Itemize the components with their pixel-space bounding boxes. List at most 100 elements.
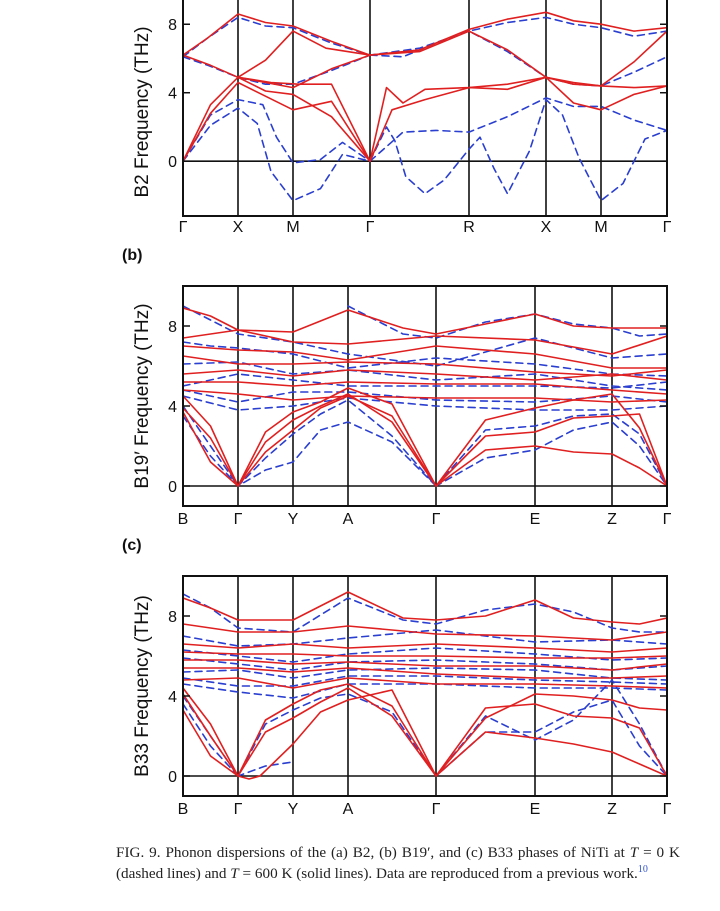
chart-panel-1: 0 4 8 Γ X M Γ R X M Γ B2 Frequency (THz) (132, 0, 672, 236)
x-tick-label: Γ (663, 219, 672, 236)
dispersion-branch (183, 389, 667, 403)
x-tick-label: Γ (663, 801, 672, 818)
dispersion-branch (183, 373, 667, 389)
y-tick-label: 8 (168, 609, 177, 626)
figure-caption: FIG. 9. Phonon dispersions of the (a) B2… (116, 844, 680, 882)
dispersion-branch (183, 677, 667, 689)
dispersion-branch (183, 393, 667, 487)
dispersion-branch (183, 11, 667, 56)
dispersion-branch (347, 305, 667, 339)
dispersion-branch (183, 667, 667, 681)
series-solid-600K (183, 307, 667, 487)
dispersion-branch (183, 659, 667, 671)
y-tick-label: 8 (168, 319, 177, 336)
dispersion-branch (183, 683, 667, 777)
dispersion-branch (369, 76, 667, 162)
series-solid-600K (183, 11, 667, 162)
x-tick-label: Z (607, 511, 617, 528)
dispersion-branch (183, 81, 371, 162)
dispersion-branch (183, 415, 437, 487)
dispersion-branch (183, 675, 667, 687)
dispersion-branch (183, 341, 667, 377)
x-tick-label: Γ (663, 511, 672, 528)
dispersion-branch (183, 16, 667, 58)
y-tick-label: 0 (168, 769, 177, 786)
y-tick-label: 4 (168, 86, 177, 103)
dispersion-branch (183, 689, 437, 780)
dispersion-branch (183, 395, 667, 411)
x-tick-label: Y (288, 801, 299, 818)
dispersion-branch (183, 687, 667, 777)
dispersion-branch (369, 76, 667, 162)
x-tick-label: Γ (234, 801, 243, 818)
dispersion-branch (237, 76, 371, 162)
x-tick-label: Y (288, 511, 299, 528)
dispersion-branch (183, 369, 667, 381)
x-tick-label: Γ (432, 801, 441, 818)
x-tick-label: Γ (179, 219, 188, 236)
chart-panel-3: 0 4 8 B Γ Y A Γ E Z Γ B33 Frequency (THz) (c) (122, 537, 672, 818)
x-tick-label: Γ (432, 511, 441, 528)
x-tick-label: Z (607, 801, 617, 818)
dispersion-branch (183, 693, 667, 777)
dispersion-branch (183, 629, 667, 647)
dispersion-branch (183, 305, 667, 367)
dispersion-branch (183, 98, 371, 164)
y-tick-label: 4 (168, 689, 177, 706)
reference-link[interactable]: 10 (637, 863, 648, 875)
dispersion-branch (183, 329, 667, 355)
dispersion-branch (183, 389, 667, 403)
x-tick-label: A (343, 511, 354, 528)
dispersion-branch (435, 731, 667, 777)
dispersion-branch (183, 107, 371, 202)
y-axis-label: B2 Frequency (THz) (132, 26, 153, 197)
dispersion-branch (183, 647, 667, 663)
x-tick-label: E (530, 511, 541, 528)
dispersion-branch (183, 591, 667, 625)
dispersion-branch (183, 345, 667, 369)
panel-label: (b) (122, 247, 142, 264)
plot-frame (182, 285, 668, 507)
series-solid-600K (183, 591, 667, 780)
series-dashed-0K (183, 16, 667, 202)
dispersion-branch (183, 643, 667, 653)
y-axis-label: B19′ Frequency (THz) (132, 303, 153, 488)
y-axis-label: B33 Frequency (THz) (132, 595, 153, 777)
y-tick-label: 0 (168, 479, 177, 496)
x-tick-label: B (178, 511, 189, 528)
dispersion-branch (183, 667, 667, 679)
panel-label: (c) (122, 537, 142, 554)
dispersion-branch (183, 657, 667, 671)
dispersion-branch (183, 30, 667, 89)
x-tick-label: B (178, 801, 189, 818)
x-tick-label: R (463, 219, 475, 236)
dispersion-branch (435, 679, 667, 777)
dispersion-branch (183, 387, 437, 487)
phonon-dispersion-figure: 0 4 8 Γ X M Γ R X M Γ B2 Frequency (THz) 0 4 8 B Γ Y A Γ E Z Γ… (122, 0, 672, 818)
plot-frame (182, 575, 668, 797)
dispersion-branch (183, 76, 371, 162)
dispersion-branch (435, 413, 667, 487)
plot-frame (182, 0, 668, 217)
x-tick-label: Γ (234, 511, 243, 528)
dispersion-branch (435, 445, 667, 487)
x-tick-label: X (233, 219, 244, 236)
dispersion-branch (183, 683, 667, 699)
dispersion-branch (369, 97, 667, 162)
dispersion-branch (183, 651, 667, 659)
x-tick-label: M (286, 219, 299, 236)
dispersion-branch (183, 381, 667, 395)
x-tick-label: E (530, 801, 541, 818)
x-tick-label: M (594, 219, 607, 236)
dispersion-branch (183, 623, 667, 641)
dispersion-branch (183, 399, 667, 487)
dispersion-branch (183, 393, 667, 487)
x-tick-label: Γ (366, 219, 375, 236)
x-tick-label: A (343, 801, 354, 818)
chart-panel-2: 0 4 8 B Γ Y A Γ E Z Γ B19′ Frequency (THz) (b) (122, 247, 672, 528)
y-tick-label: 4 (168, 399, 177, 416)
dispersion-branch (369, 98, 667, 202)
dispersion-branch (183, 54, 371, 85)
y-tick-label: 0 (168, 154, 177, 171)
x-tick-label: X (541, 219, 552, 236)
